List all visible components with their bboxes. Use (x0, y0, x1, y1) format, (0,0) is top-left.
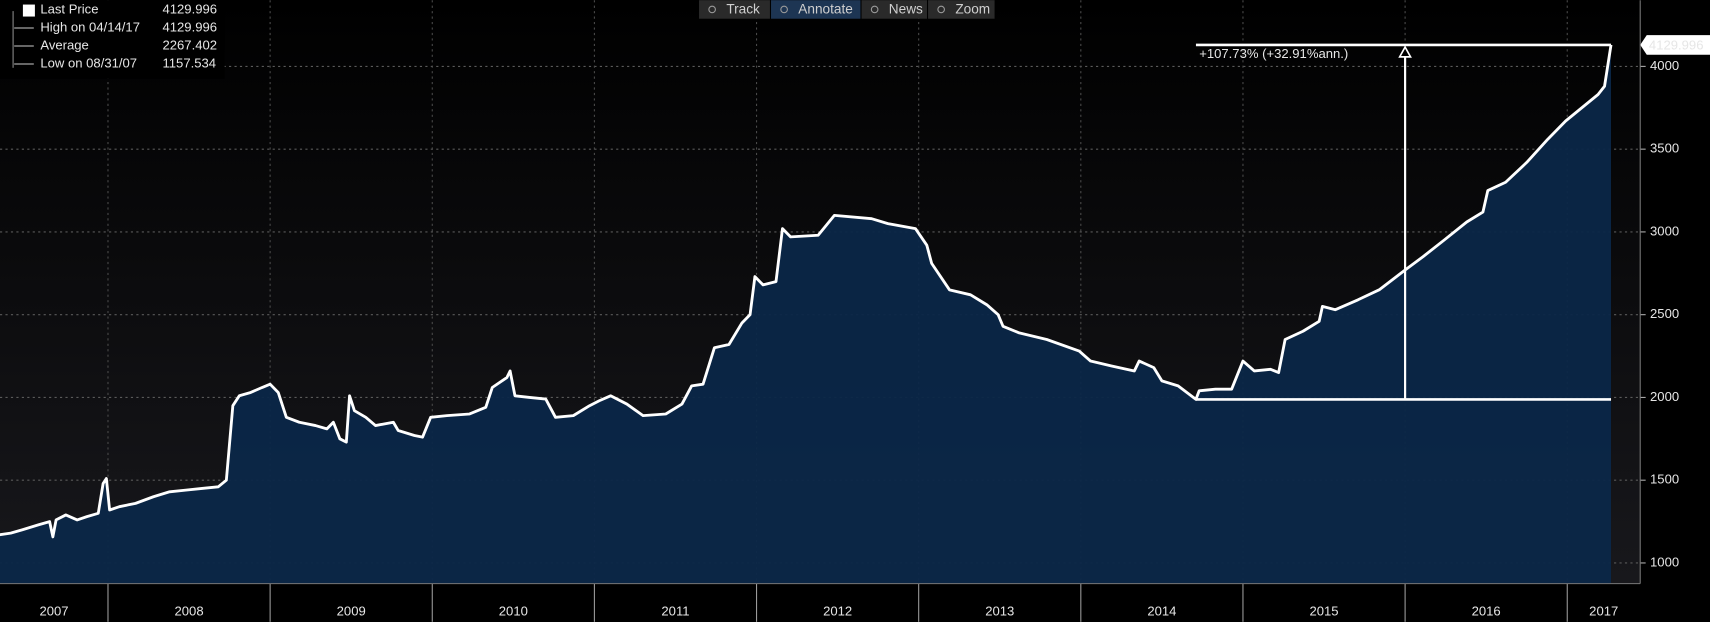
plot: +107.73% (+32.91%ann.) (0, 43, 1613, 584)
toolbar-button[interactable]: News (861, 0, 927, 19)
x-tick-label: 2007 (39, 603, 68, 618)
x-tick-label: 2015 (1309, 603, 1338, 618)
legend-value: 1157.534 (162, 55, 216, 70)
toolbar-icon (780, 5, 788, 14)
legend-value: 4129.996 (162, 1, 217, 16)
legend-value: 2267.402 (162, 37, 217, 52)
toolbar-icon (708, 5, 716, 14)
toolbar-button[interactable]: Zoom (928, 0, 995, 19)
y-tick-label: 1000 (1650, 554, 1679, 569)
x-tick-label: 2017 (1589, 603, 1618, 618)
axes: 1000 1500 2000 2500 3000 3500 4000 2007 2008 2009… (39, 35, 1710, 622)
last-price-tag (1640, 35, 1710, 55)
y-tick-label: 2500 (1650, 306, 1679, 321)
toolbar-button-label: News (889, 2, 923, 17)
price-line (0, 44, 1613, 539)
x-tick-label: 2010 (499, 603, 528, 618)
toolbar-button-bg (861, 0, 927, 19)
y-tick-label: 3000 (1650, 223, 1679, 238)
x-tick-label: 2012 (823, 603, 852, 618)
x-tick-label: 2013 (985, 603, 1014, 618)
legend-label: Average (40, 37, 88, 52)
y-tick-label: 2000 (1650, 389, 1679, 404)
x-tick-label: 2011 (661, 603, 689, 618)
annotation-text: +107.73% (+32.91%ann.) (1199, 46, 1348, 61)
area (0, 44, 1612, 584)
x-tick-label: 2016 (1472, 603, 1501, 618)
legend: Last Price 4129.996 High on 04/14/17 4129.9… (0, 0, 225, 79)
toolbar: Track Annotate News Zoom (699, 0, 995, 19)
toolbar-button[interactable]: Annotate (771, 0, 861, 19)
toolbar-button-bg (699, 0, 770, 19)
last-price-label: 4129.996 (1649, 37, 1704, 52)
x-axis-background (0, 583, 1641, 622)
legend-label: Low on 08/31/07 (40, 55, 137, 70)
x-tick-label: 2008 (175, 603, 204, 618)
x-tick-label: 2014 (1147, 603, 1176, 618)
y-tick-label: 1500 (1650, 472, 1679, 487)
toolbar-button-bg (928, 0, 995, 19)
legend-label: Last Price (40, 1, 98, 16)
legend-swatch (22, 4, 35, 17)
legend-box (0, 0, 225, 79)
toolbar-button[interactable]: Track (699, 0, 770, 19)
toolbar-button-bg (771, 0, 861, 19)
annotation-arrowhead (1398, 45, 1412, 58)
y-tick-label: 4000 (1650, 58, 1679, 73)
toolbar-icon (937, 5, 945, 14)
axis-background (1640, 0, 1710, 622)
toolbar-icon (870, 5, 879, 14)
legend-label: High on 04/14/17 (40, 19, 140, 34)
x-tick-label: 2009 (337, 603, 366, 618)
toolbar-button-label: Zoom (955, 2, 990, 17)
toolbar-button-label: Track (726, 2, 760, 17)
y-tick-label: 3500 (1650, 141, 1679, 156)
toolbar-button-label: Annotate (798, 2, 853, 17)
legend-value: 4129.996 (162, 19, 217, 34)
